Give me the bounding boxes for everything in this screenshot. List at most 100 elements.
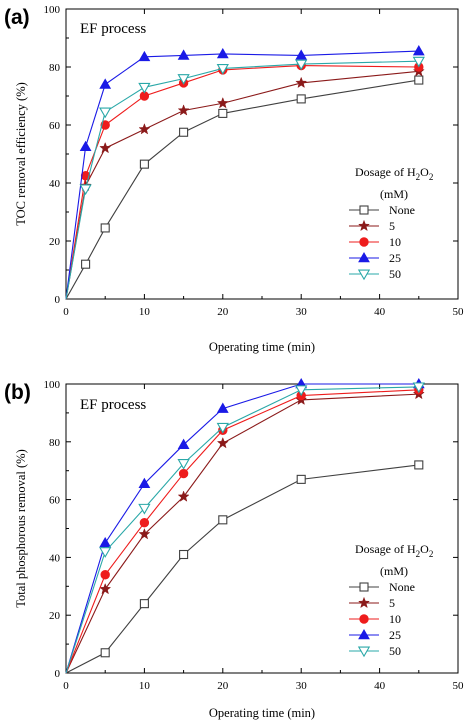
legend-item-10: 10 (349, 612, 401, 626)
x-tick-label: 0 (63, 680, 69, 692)
data-point (177, 74, 190, 85)
data-point (218, 515, 228, 525)
x-tick-label: 30 (296, 306, 308, 318)
legend-marker (359, 614, 369, 624)
panel-label: (a) (4, 6, 30, 29)
data-point (138, 477, 151, 489)
data-point (295, 385, 308, 397)
legend-marker (357, 596, 371, 609)
panel-label: (b) (4, 381, 31, 404)
legend-item-50: 50 (349, 267, 401, 281)
data-point (138, 527, 151, 540)
series-25 (65, 45, 425, 300)
legend-label: None (389, 203, 415, 217)
data-point (179, 549, 189, 560)
legend-label: 10 (389, 612, 401, 626)
data-point (295, 76, 308, 89)
data-point (139, 159, 149, 169)
data-point (99, 78, 112, 89)
series-10 (65, 385, 424, 674)
legend-item-5: 5 (349, 596, 395, 610)
data-point (138, 82, 151, 94)
x-axis-title: Operating time (min) (209, 340, 315, 354)
data-point (177, 459, 190, 470)
series-line (65, 386, 419, 674)
y-tick-label: 40 (49, 178, 61, 190)
legend-marker (357, 269, 371, 281)
series-line (65, 464, 419, 674)
x-axis: 0 10 20 30 40 50 (63, 384, 464, 692)
series-line (65, 50, 419, 300)
legend-title: Dosage of H2O2 (355, 542, 433, 559)
legend-marker (358, 628, 370, 640)
legend-item-50: 50 (349, 644, 401, 658)
series-line (65, 70, 419, 300)
data-point (179, 127, 189, 137)
y-tick-label: 100 (44, 4, 61, 16)
y-tick-label: 60 (49, 495, 61, 507)
y-tick-label: 20 (49, 610, 61, 622)
data-point (412, 382, 425, 394)
y-axis: 0 20 40 60 80 100 (44, 379, 458, 680)
data-point (216, 436, 229, 449)
chart-panel-b: 0 10 20 30 40 50 0 20 40 60 80 100 (b) EF process Oper… (4, 377, 464, 720)
legend-units: (mM) (380, 564, 408, 578)
data-point (99, 141, 112, 154)
legend-units: (mM) (380, 187, 408, 201)
data-point (138, 50, 151, 62)
series-line (65, 79, 419, 300)
y-axis: 0 20 40 60 80 100 (44, 4, 458, 306)
data-point (139, 518, 150, 528)
data-point (177, 104, 190, 116)
y-axis-title: Total phosphorous removal (%) (14, 449, 28, 607)
data-point (177, 490, 190, 502)
legend-label: 25 (389, 251, 401, 265)
legend: Dosage of H2O2 (mM) None 5 10 25 50 (349, 165, 433, 281)
y-tick-label: 40 (49, 552, 61, 564)
series-25 (65, 377, 425, 674)
legend-label: 10 (389, 235, 401, 249)
chart-title: EF process (80, 21, 146, 37)
legend-item-25: 25 (349, 628, 401, 642)
legend-marker (358, 251, 370, 263)
data-point (295, 49, 308, 60)
legend-label: 5 (389, 596, 395, 610)
data-point (99, 536, 112, 548)
legend: Dosage of H2O2 (mM) None 5 10 25 50 (349, 542, 433, 658)
x-tick-label: 30 (296, 680, 308, 692)
data-point (178, 468, 189, 479)
data-point (100, 223, 110, 233)
chart-panel-a: 0 10 20 30 40 50 0 20 40 60 80 100 (a) EF process Oper… (4, 4, 464, 354)
x-axis-title: Operating time (min) (209, 706, 315, 720)
x-tick-label: 50 (453, 306, 465, 318)
y-axis-title: TOC removal efficiency (%) (14, 82, 28, 226)
y-tick-label: 80 (49, 62, 61, 74)
series-line (65, 64, 419, 300)
data-point (80, 171, 91, 181)
data-point (138, 123, 151, 135)
data-point (295, 59, 308, 71)
series-5 (65, 65, 425, 300)
legend-label: 50 (389, 267, 401, 281)
series-none (65, 75, 424, 300)
data-point (100, 570, 110, 580)
data-point (79, 140, 92, 152)
data-point (177, 49, 190, 60)
series-10 (65, 60, 424, 300)
data-point (216, 402, 229, 413)
x-tick-label: 10 (139, 306, 151, 318)
data-point (216, 64, 229, 75)
chart-title: EF process (80, 397, 146, 413)
data-point (412, 45, 425, 56)
x-tick-label: 50 (453, 680, 465, 692)
legend-marker (357, 646, 371, 658)
series-none (65, 460, 424, 674)
data-point (81, 259, 91, 269)
legend-title: Dosage of H2O2 (355, 165, 433, 182)
data-point (414, 75, 424, 85)
series-line (65, 383, 419, 674)
legend-item-25: 25 (349, 251, 401, 265)
x-axis: 0 10 20 30 40 50 (63, 9, 464, 318)
series-line (65, 60, 419, 300)
